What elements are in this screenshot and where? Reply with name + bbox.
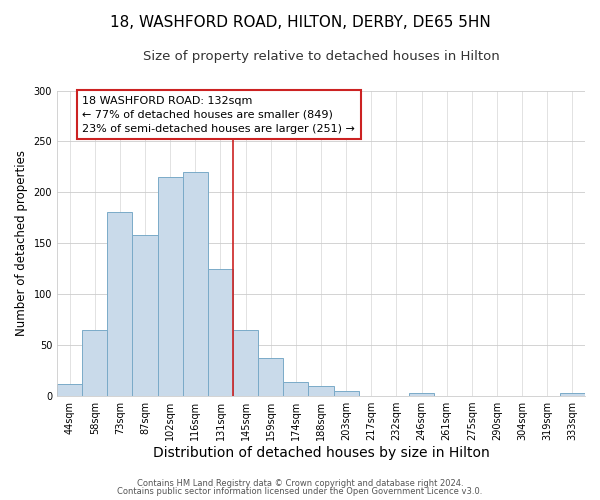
Text: 18, WASHFORD ROAD, HILTON, DERBY, DE65 5HN: 18, WASHFORD ROAD, HILTON, DERBY, DE65 5… <box>110 15 490 30</box>
Title: Size of property relative to detached houses in Hilton: Size of property relative to detached ho… <box>143 50 499 63</box>
Text: Contains public sector information licensed under the Open Government Licence v3: Contains public sector information licen… <box>118 487 482 496</box>
Y-axis label: Number of detached properties: Number of detached properties <box>15 150 28 336</box>
Bar <box>133 235 158 396</box>
Bar <box>258 358 283 396</box>
Bar <box>158 177 183 396</box>
Bar <box>107 212 133 396</box>
Bar <box>208 269 233 396</box>
Bar <box>409 393 434 396</box>
Bar <box>334 391 359 396</box>
Bar <box>233 330 258 396</box>
Bar <box>308 386 334 396</box>
Text: 18 WASHFORD ROAD: 132sqm
← 77% of detached houses are smaller (849)
23% of semi-: 18 WASHFORD ROAD: 132sqm ← 77% of detach… <box>82 96 355 134</box>
Bar <box>57 384 82 396</box>
Bar <box>283 382 308 396</box>
Bar <box>183 172 208 396</box>
Bar <box>560 393 585 396</box>
Text: Contains HM Land Registry data © Crown copyright and database right 2024.: Contains HM Land Registry data © Crown c… <box>137 478 463 488</box>
X-axis label: Distribution of detached houses by size in Hilton: Distribution of detached houses by size … <box>152 446 490 460</box>
Bar <box>82 330 107 396</box>
